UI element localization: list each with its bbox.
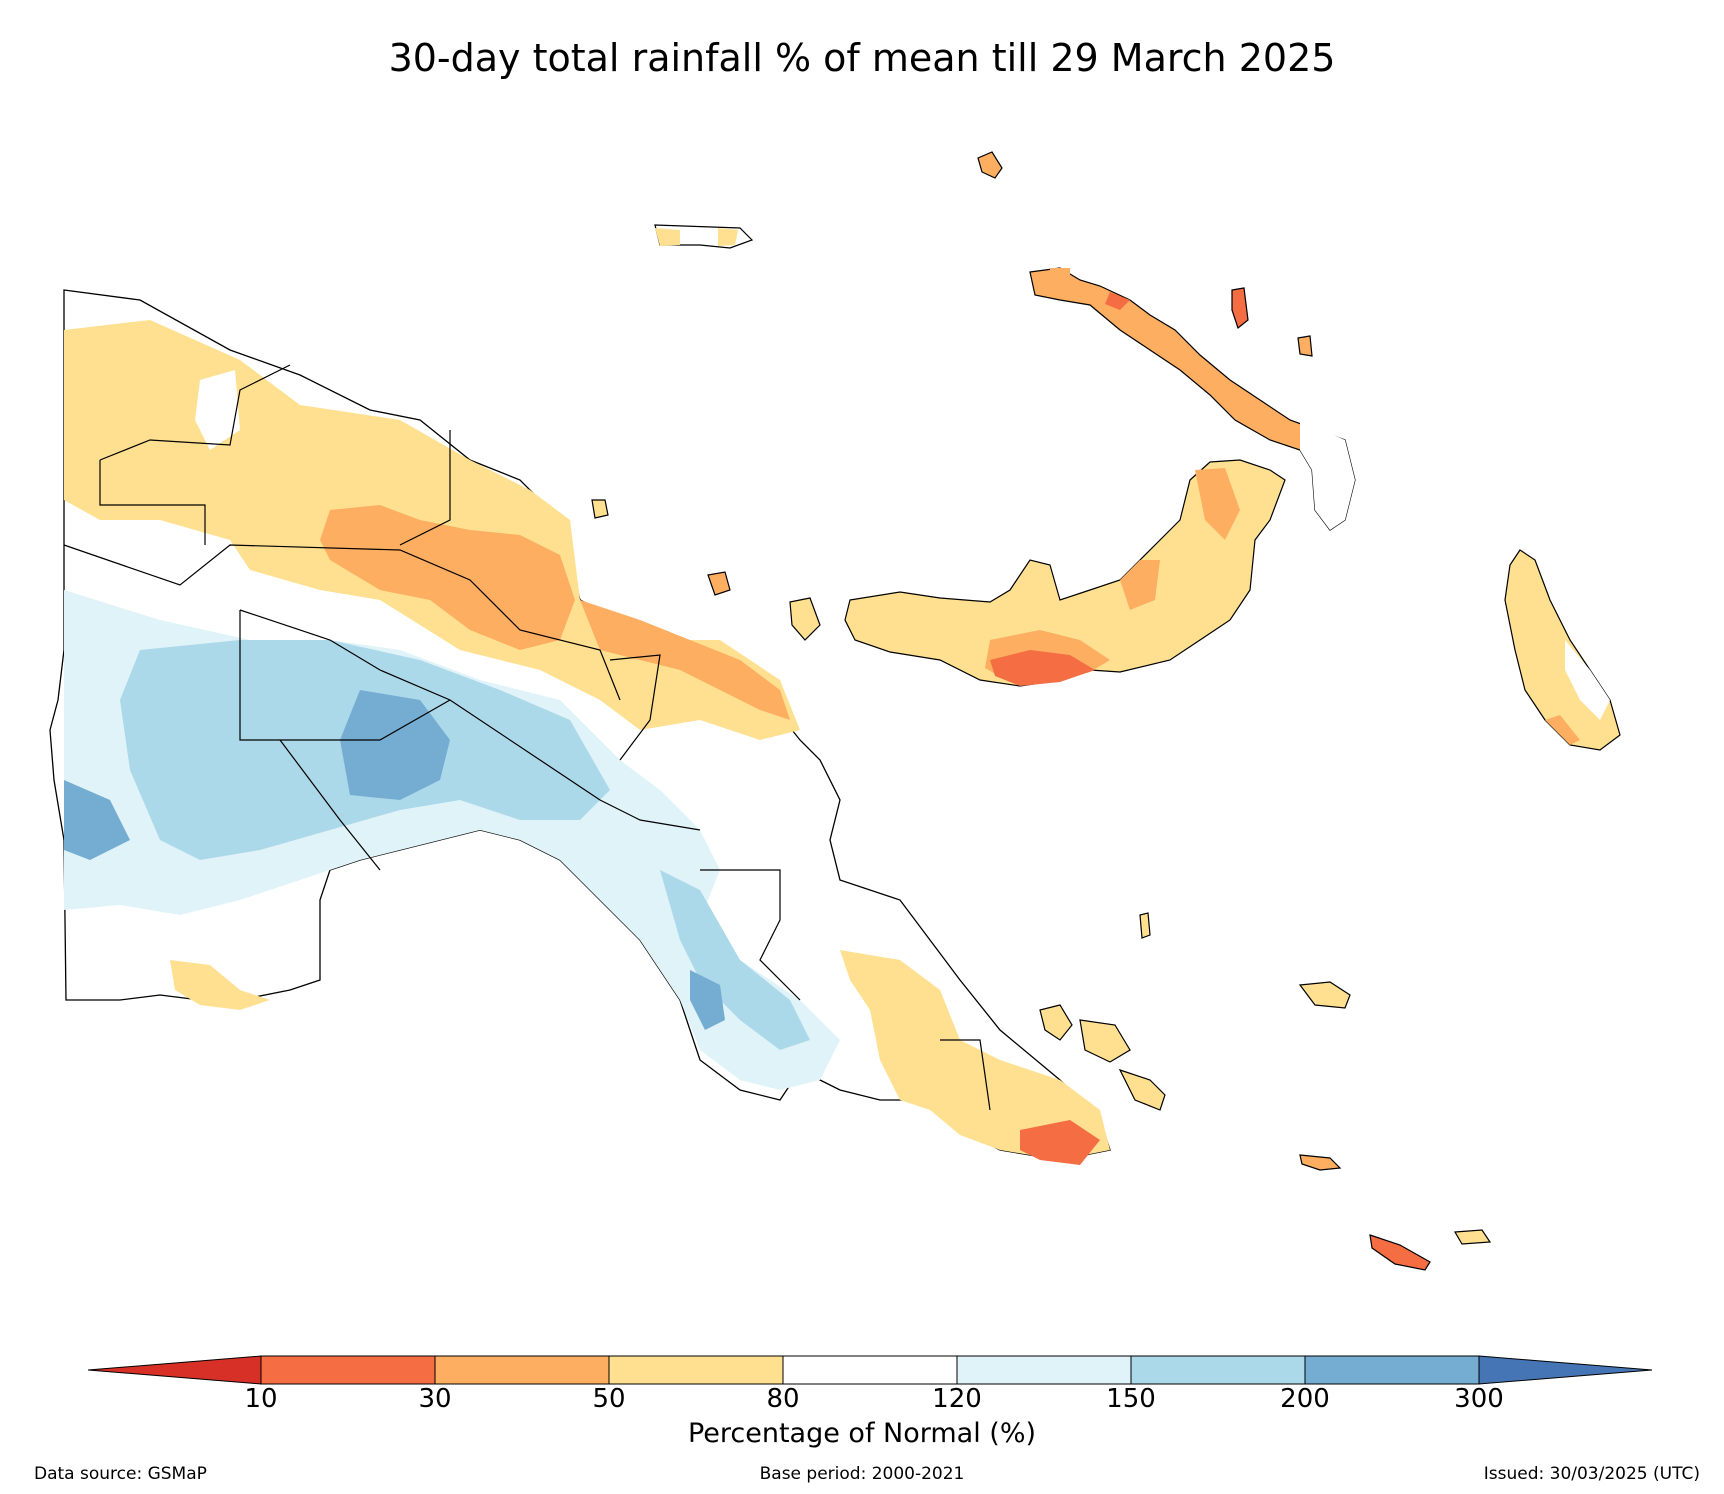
bougainville: [1504, 549, 1621, 751]
north-white-pocket: [195, 370, 240, 450]
southwest-coast-dry: [170, 960, 270, 1010]
colorbar-bin-120-150: [956, 1355, 1132, 1385]
umboi-island: [707, 571, 731, 596]
colorbar-bin-10-30: [260, 1355, 436, 1385]
misima-island: [1299, 1154, 1342, 1171]
goodenough-island: [1039, 1004, 1073, 1041]
issued-note: Issued: 30/03/2025 (UTC): [1483, 1464, 1700, 1484]
peninsula-dry: [840, 950, 1110, 1160]
manus-island: [654, 224, 754, 249]
colorbar-tick-120: 120: [932, 1384, 982, 1414]
trobriand-islands: [1139, 912, 1151, 939]
colorbar-tick-300: 300: [1454, 1384, 1504, 1414]
colorbar-bin-150-200: [1130, 1355, 1306, 1385]
colorbar-tick-10: 10: [244, 1384, 278, 1414]
colorbar-bin-30-50: [434, 1355, 610, 1385]
colorbar-extend-high: [1478, 1355, 1653, 1385]
new-ireland: [1029, 267, 1356, 531]
karkar-island: [591, 499, 609, 519]
woodlark-island: [1298, 981, 1351, 1009]
sudest-island: [1369, 1234, 1431, 1271]
colorbar: [87, 1355, 1653, 1385]
milne-bay-very-dry: [1020, 1120, 1100, 1165]
colorbar-tick-80: 80: [766, 1384, 800, 1414]
mussau-island: [977, 151, 1003, 179]
gulf-wettest: [690, 970, 725, 1030]
new-britain: [844, 459, 1286, 687]
tabar-island: [1297, 335, 1313, 357]
province-boundaries: [63, 364, 991, 1111]
colorbar-bin-80-120: [782, 1355, 958, 1385]
rossel-island: [1453, 1229, 1492, 1245]
base-period-note: Base period: 2000-2021: [759, 1464, 965, 1484]
small-island-dry: [1231, 287, 1249, 330]
long-island: [789, 597, 821, 641]
colorbar-tick-30: 30: [418, 1384, 452, 1414]
colorbar-title: Percentage of Normal (%): [687, 1418, 1037, 1449]
fergusson-island: [1079, 1019, 1131, 1063]
colorbar-tick-150: 150: [1106, 1384, 1156, 1414]
data-source-note: Data source: GSMaP: [34, 1464, 207, 1484]
madang-dry: [580, 600, 790, 720]
colorbar-tick-50: 50: [592, 1384, 626, 1414]
normanby-island: [1118, 1068, 1166, 1111]
mainland: [49, 289, 1111, 1165]
map-title: 30-day total rainfall % of mean till 29 …: [388, 36, 1336, 80]
sepik-very-dry: [320, 505, 575, 650]
colorbar-tick-200: 200: [1280, 1384, 1330, 1414]
gulf-wet: [660, 870, 810, 1050]
southern-highlands-wettest: [340, 690, 450, 800]
western-wettest: [64, 780, 130, 860]
colorbar-bin-200-300: [1304, 1355, 1480, 1385]
colorbar-extend-low: [87, 1355, 262, 1385]
colorbar-bin-50-80: [608, 1355, 784, 1385]
